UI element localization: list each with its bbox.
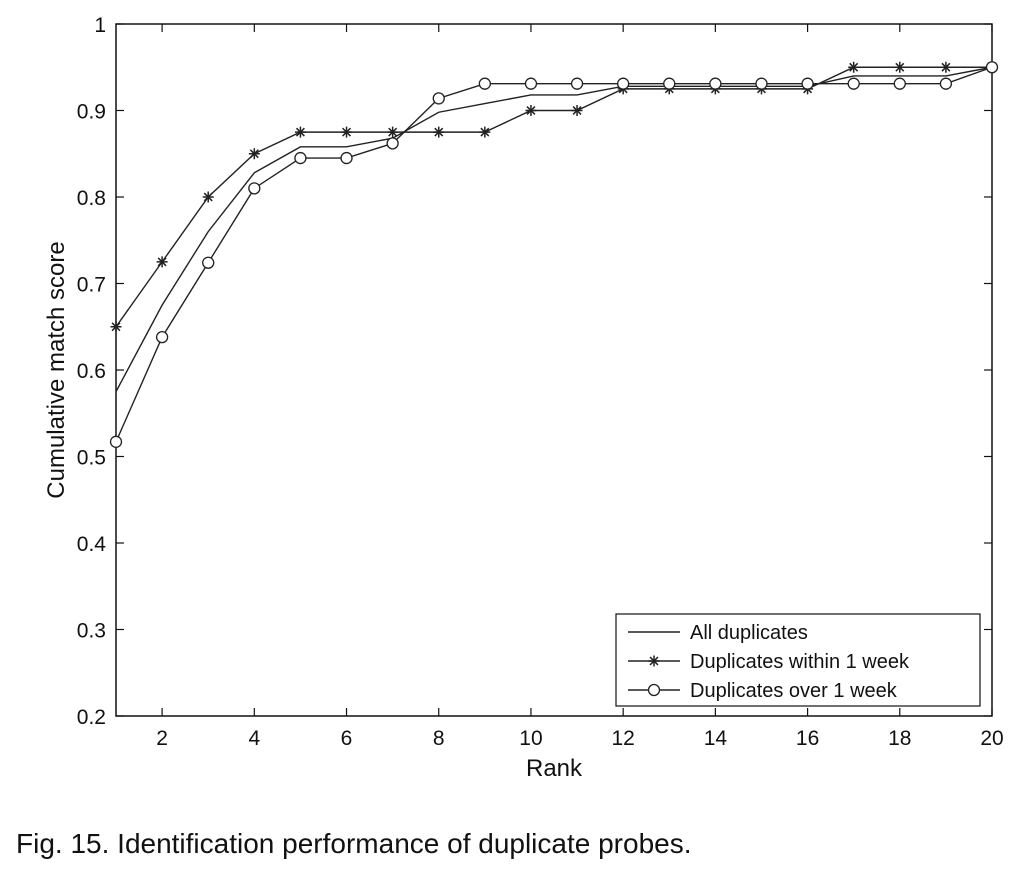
- y-tick-label-6: 0.8: [77, 187, 106, 210]
- series-2-point-6: [340, 151, 353, 165]
- figure-caption: Fig. 15. Identification performance of d…: [16, 828, 692, 859]
- series-1-point-2: [156, 256, 168, 268]
- series-2-point-13: [663, 77, 676, 90]
- series-1-point-7: [387, 126, 399, 138]
- series-1-point-4: [248, 148, 260, 160]
- series-2-point-14: [709, 77, 722, 90]
- series-2-point-15: [755, 77, 768, 90]
- series-2-point-5: [294, 151, 307, 165]
- series-1-point-5: [294, 126, 306, 138]
- series-line-0: [115, 66, 993, 392]
- series-1-point-3-stroke-3: [203, 192, 213, 202]
- series-1-point-17-stroke-3: [849, 62, 859, 72]
- x-tick-label-2: 2: [156, 727, 168, 750]
- y-tick-label-7: 0.9: [77, 101, 106, 124]
- series-1-point-9: [479, 126, 491, 138]
- series-2-point-3: [202, 256, 215, 269]
- series-2-point-17: [847, 77, 860, 90]
- series-0: [115, 66, 993, 392]
- x-tick-label-6: 6: [341, 727, 353, 750]
- series-1-point-1: [110, 321, 122, 333]
- x-tick-label-16: 16: [796, 727, 819, 750]
- series-1-point-1-stroke-3: [111, 322, 121, 332]
- series-1-point-3: [202, 191, 214, 203]
- plot-frame: [115, 23, 993, 717]
- series-1-point-9-stroke-3: [480, 127, 490, 137]
- series-2-point-2: [155, 330, 169, 344]
- series-1-point-19: [940, 61, 952, 73]
- axis-ticks: 2 4 6 8 10 12 14 16 18 20 0.2 0.3 0.4 0.5 0.6 0.7 0.8 0.9…: [77, 14, 1004, 750]
- series-1-point-18-stroke-3: [895, 62, 905, 72]
- series-2-point-20: [985, 61, 999, 74]
- legend-label-2: Duplicates over 1 week: [690, 680, 898, 702]
- series-1-point-11-stroke-3: [572, 106, 582, 115]
- series-2-point-8: [432, 92, 445, 105]
- y-tick-label-1: 0.3: [77, 620, 106, 643]
- series-1-point-8-stroke-3: [434, 127, 444, 137]
- series-1-point-7-stroke-3: [388, 127, 398, 137]
- y-tick-label-2: 0.4: [77, 533, 107, 556]
- series-1-point-10-stroke-3: [526, 106, 536, 115]
- series-line-1: [115, 66, 992, 328]
- series-line-2: [115, 66, 993, 443]
- y-tick-label-5: 0.7: [77, 274, 106, 297]
- legend-marker-2: [647, 683, 661, 697]
- series-2-point-12: [617, 77, 630, 90]
- legend-marker-1: [648, 655, 660, 667]
- series-2-point-19: [939, 77, 953, 90]
- series-1-point-4-stroke-3: [249, 149, 259, 159]
- series-1-point-17: [848, 61, 860, 73]
- series-2-point-11: [570, 77, 584, 90]
- series-2-point-7: [386, 137, 399, 150]
- legend: All duplicates Duplicates within 1 week Du…: [615, 613, 981, 707]
- series-1-point-5-stroke-3: [295, 127, 305, 137]
- series-2-point-4: [248, 182, 261, 195]
- series-1-point-6: [341, 126, 353, 138]
- x-tick-label-12: 12: [611, 727, 634, 750]
- series-2: [109, 61, 999, 448]
- y-tick-label-8: 1: [94, 14, 106, 37]
- series-1-point-19-stroke-3: [941, 62, 951, 72]
- x-tick-label-8: 8: [433, 727, 445, 750]
- series-2-point-10: [524, 77, 538, 90]
- legend-entries: All duplicates Duplicates within 1 week Du…: [628, 622, 910, 702]
- x-axis-title: Rank: [526, 755, 583, 782]
- x-tick-label-18: 18: [888, 727, 911, 750]
- series-1-point-2-stroke-3: [157, 257, 167, 267]
- series-layer: [109, 61, 999, 448]
- legend-label-1: Duplicates within 1 week: [690, 651, 910, 673]
- series-1-point-11: [571, 105, 583, 116]
- series-2-point-9: [478, 77, 491, 90]
- y-tick-label-4: 0.6: [77, 360, 106, 383]
- series-1-point-8: [433, 126, 445, 138]
- series-1: [110, 61, 998, 333]
- cumulative-match-chart: 2 4 6 8 10 12 14 16 18 20 0.2 0.3 0.4 0.5 0.6 0.7 0.8 0.9…: [43, 14, 1004, 782]
- series-1-point-18: [894, 61, 906, 73]
- y-axis-title: Cumulative match score: [43, 241, 70, 498]
- series-2-point-1: [109, 435, 123, 448]
- series-2-point-16: [801, 77, 814, 90]
- legend-marker-1-stroke-3: [649, 656, 659, 666]
- x-tick-label-14: 14: [704, 727, 728, 750]
- x-tick-label-4: 4: [248, 727, 260, 750]
- series-2-point-18: [893, 77, 906, 90]
- y-tick-label-3: 0.5: [77, 447, 106, 470]
- x-tick-label-10: 10: [519, 727, 542, 750]
- x-tick-label-20: 20: [980, 727, 1003, 750]
- y-tick-label-0: 0.2: [77, 706, 106, 729]
- legend-label-0: All duplicates: [690, 622, 808, 644]
- series-1-point-10: [525, 105, 537, 116]
- series-1-point-6-stroke-3: [342, 127, 352, 137]
